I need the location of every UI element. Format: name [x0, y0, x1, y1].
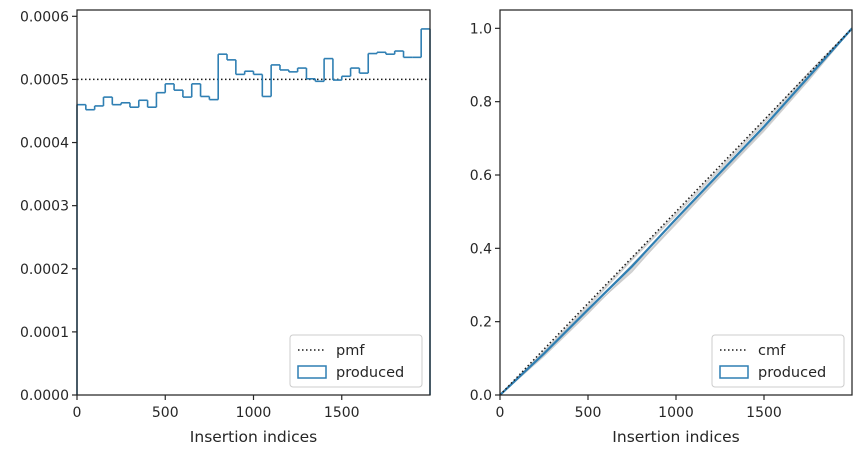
- legend-produced-label: produced: [758, 365, 826, 381]
- x-tick-label: 0: [73, 405, 82, 421]
- x-tick-label: 1500: [746, 405, 782, 421]
- x-axis-label: Insertion indices: [190, 428, 317, 446]
- y-tick-label: 0.0006: [20, 9, 69, 25]
- y-tick-label: 0.2: [470, 315, 492, 331]
- background-sample-line: [499, 27, 853, 396]
- y-tick-label: 0.4: [470, 241, 492, 257]
- y-tick-label: 0.0003: [20, 199, 69, 215]
- x-tick-label: 0: [496, 405, 505, 421]
- y-tick-label: 0.8: [470, 95, 492, 111]
- x-tick-label: 500: [152, 405, 179, 421]
- background-sample-line: [499, 27, 853, 396]
- y-ticks: 0.0 0.2 0.4 0.6 0.8 1.0: [470, 21, 500, 404]
- y-tick-label: 0.6: [470, 168, 492, 184]
- legend-produced-label: produced: [336, 365, 404, 381]
- x-ticks: 0 500 1000 1500: [496, 395, 782, 421]
- legend: pmf produced: [289, 334, 423, 388]
- y-tick-label: 0.0004: [20, 136, 69, 152]
- x-tick-label: 1000: [658, 405, 694, 421]
- legend-produced-swatch: [719, 365, 749, 379]
- y-ticks: 0.0000 0.0001 0.0002 0.0003 0.0004 0.0005 0.00…: [20, 9, 77, 404]
- y-tick-label: 0.0001: [20, 325, 69, 341]
- y-tick-label: 0.0: [470, 388, 492, 404]
- x-ticks: 0 500 1000 1500: [73, 395, 360, 421]
- x-tick-label: 1000: [236, 405, 272, 421]
- legend-pmf-label: pmf: [336, 343, 365, 359]
- cmf-reference-line: [499, 27, 853, 396]
- y-tick-label: 0.0000: [20, 388, 69, 404]
- cmf-line-panel: 0 500 1000 1500 0.0 0.2 0.4 0.6 0.8 1.0 Insertio…: [470, 9, 853, 446]
- produced-line: [499, 27, 853, 396]
- cmf-line: [499, 27, 853, 396]
- legend-produced-swatch: [297, 365, 327, 379]
- legend-box: [711, 334, 845, 388]
- x-tick-label: 500: [575, 405, 602, 421]
- pmf-histogram-panel: 0 500 1000 1500 0.00000.00010.00020.00030.0…: [20, 9, 431, 446]
- produced-line-marks: [499, 27, 853, 396]
- y-tick-label: 0.0002: [20, 262, 69, 278]
- x-axis-label: Insertion indices: [612, 428, 739, 446]
- y-tick-label: 1.0: [470, 21, 492, 37]
- legend-box: [289, 334, 423, 388]
- legend: cmf produced: [711, 334, 845, 388]
- y-tick-label: 0.0005: [20, 72, 69, 88]
- legend-cmf-label: cmf: [758, 343, 786, 359]
- x-tick-label: 1500: [324, 405, 360, 421]
- background-sample-line: [499, 27, 853, 396]
